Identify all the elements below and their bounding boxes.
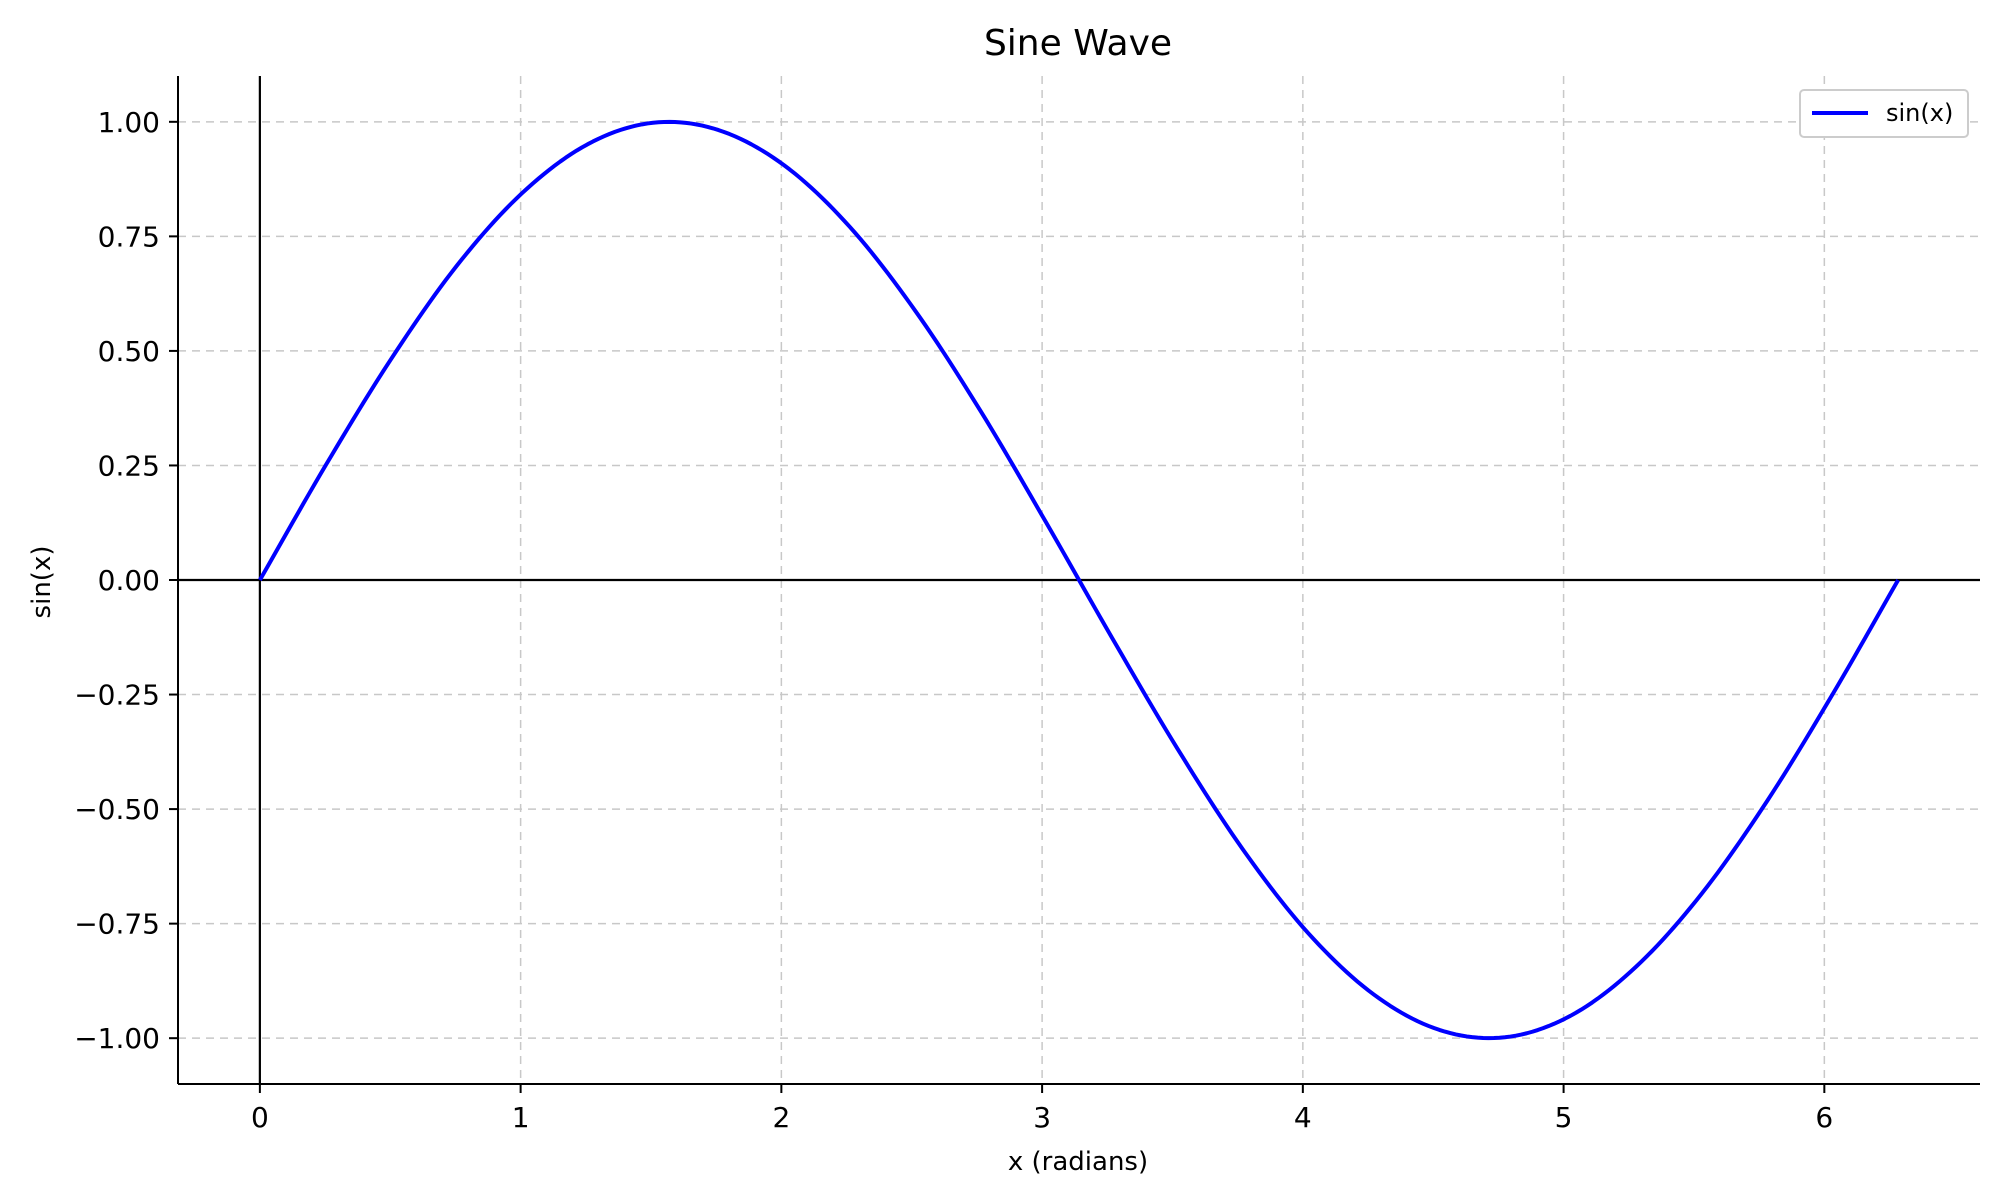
x-tick-label: 3 xyxy=(1033,1101,1051,1134)
x-tick-label: 0 xyxy=(251,1101,269,1134)
x-tick-label: 5 xyxy=(1555,1101,1573,1134)
x-tick-label: 6 xyxy=(1815,1101,1833,1134)
y-axis-label: sin(x) xyxy=(27,546,57,619)
y-tick-label: 0.00 xyxy=(98,564,160,597)
ticks-layer: 0 1 2 3 4 5 6 1.00 0.75 0.50 0.25 0.00 −0.25 −0.50 −0.… xyxy=(74,106,1833,1134)
y-tick-label: −0.50 xyxy=(74,793,160,826)
y-tick-label: 0.25 xyxy=(98,449,160,482)
series-line-sin xyxy=(258,119,1900,1041)
y-tick-label: −0.25 xyxy=(74,679,160,712)
y-tick-label: −1.00 xyxy=(74,1022,160,1055)
y-tick-label: 0.50 xyxy=(98,335,160,368)
chart-title: Sine Wave xyxy=(984,23,1172,64)
y-tick-label: −0.75 xyxy=(74,908,160,941)
x-tick-label: 1 xyxy=(512,1101,530,1134)
y-tick-label: 0.75 xyxy=(98,220,160,253)
legend: sin(x) xyxy=(1799,89,1969,138)
legend-box xyxy=(1799,89,1969,138)
series-layer xyxy=(258,119,1900,1041)
legend-label: sin(x) xyxy=(1886,99,1953,127)
x-tick-label: 4 xyxy=(1294,1101,1312,1134)
x-axis-label: x (radians) xyxy=(1008,1147,1148,1177)
y-tick-label: 1.00 xyxy=(98,106,160,139)
x-tick-label: 2 xyxy=(772,1101,790,1134)
